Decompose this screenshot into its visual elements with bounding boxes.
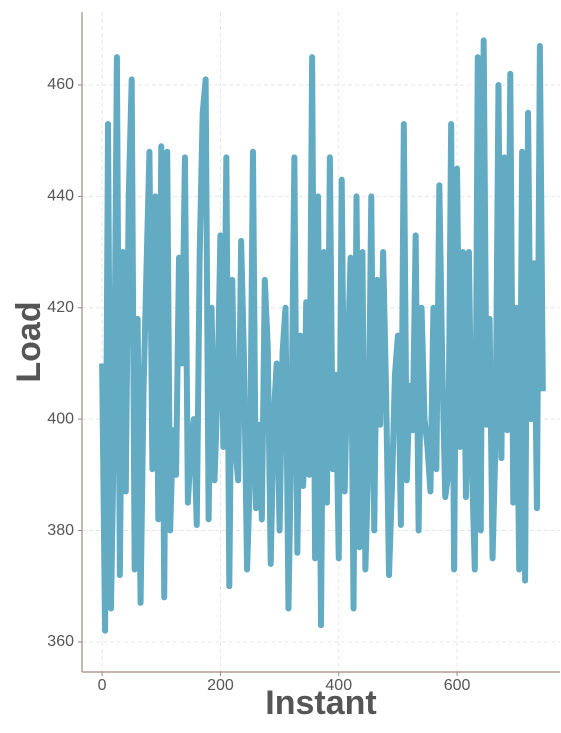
y-tick-label: 380 xyxy=(47,522,74,539)
x-tick-label: 0 xyxy=(98,677,107,694)
y-tick-label: 360 xyxy=(47,633,74,650)
y-tick-label: 400 xyxy=(47,410,74,427)
y-tick-label: 460 xyxy=(47,76,74,93)
y-tick-label: 420 xyxy=(47,299,74,316)
line xyxy=(99,37,546,634)
y-axis-title: Load xyxy=(10,301,48,382)
x-tick-label: 400 xyxy=(325,677,352,694)
x-axis-title: Instant xyxy=(265,684,376,722)
y-tick-label: 440 xyxy=(47,188,74,205)
x-tick-label: 200 xyxy=(207,677,234,694)
x-tick-label: 600 xyxy=(444,677,471,694)
